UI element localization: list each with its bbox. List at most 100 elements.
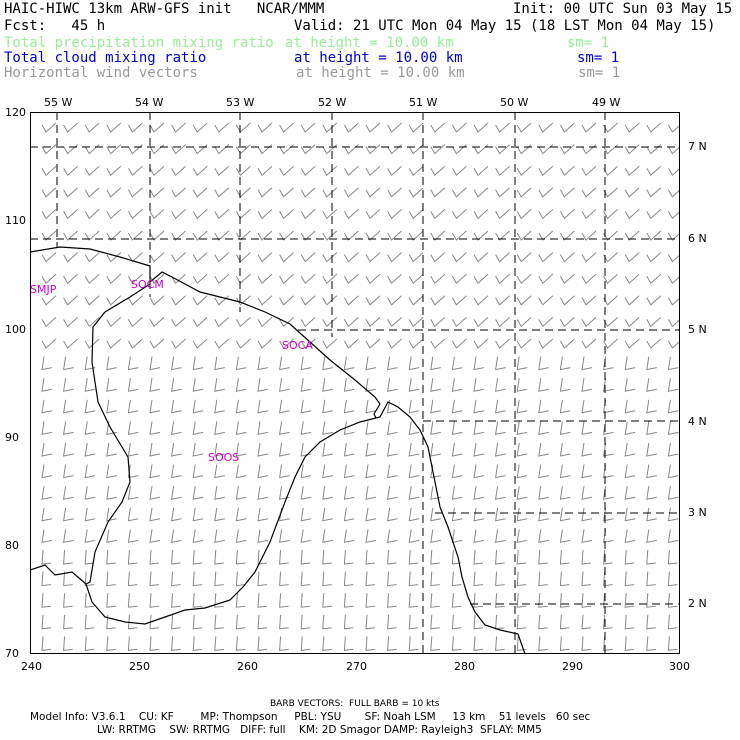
wind-barb — [84, 144, 100, 155]
wind-barb — [127, 317, 143, 328]
wind-barb — [41, 252, 57, 263]
wind-barb — [214, 464, 225, 479]
wind-barb — [451, 122, 467, 133]
wind-barb — [41, 464, 53, 479]
wind-barb — [430, 421, 441, 436]
wind-barb — [192, 614, 203, 630]
wind-barb — [430, 378, 441, 392]
wind-barb — [300, 144, 316, 155]
field-name-wind: Horizontal wind vectors — [4, 65, 198, 81]
wind-barb — [300, 187, 316, 198]
wind-barb — [214, 122, 230, 133]
wind-barb — [430, 614, 440, 630]
wind-barb — [451, 187, 467, 198]
wind-barb — [624, 338, 640, 349]
wind-barb — [343, 209, 359, 220]
wind-barb — [106, 122, 122, 133]
wind-barb — [214, 273, 230, 284]
wind-barb — [84, 464, 96, 479]
wind-barb — [170, 421, 182, 436]
wind-barb — [473, 230, 489, 241]
wind-barb — [192, 399, 204, 414]
wind-barb — [41, 295, 57, 306]
wind-barb — [63, 593, 73, 608]
wind-barb — [235, 549, 246, 565]
wind-barb — [192, 549, 203, 565]
wind-barb — [451, 593, 462, 608]
wind-barb — [408, 507, 420, 522]
wind-barb — [149, 421, 161, 436]
wind-barb — [279, 165, 294, 176]
wind-barb — [62, 421, 74, 436]
wind-barb — [451, 486, 463, 500]
wind-barb — [495, 252, 510, 263]
x-tick-label: 300 — [669, 660, 690, 673]
wind-barb — [63, 252, 78, 263]
wind-barb — [473, 593, 484, 608]
wind-barb — [538, 122, 554, 133]
wind-barb — [170, 356, 182, 371]
wind-barb — [235, 486, 247, 500]
wind-barb — [387, 317, 402, 328]
wind-barb — [106, 252, 122, 263]
wind-barb — [127, 636, 138, 651]
wind-barb — [41, 549, 52, 565]
wind-barb — [646, 378, 657, 392]
wind-barb — [300, 593, 311, 608]
wind-barb — [149, 165, 165, 176]
wind-barb — [279, 122, 294, 133]
wind-barb — [495, 593, 505, 608]
wind-barb — [667, 167, 680, 176]
wind-barb — [473, 122, 489, 133]
lon-label: 53 W — [226, 96, 255, 109]
wind-barb — [451, 571, 462, 587]
wind-barb — [430, 209, 446, 220]
wind-barb — [473, 317, 489, 328]
wind-barb — [386, 464, 398, 479]
wind-barb — [495, 187, 510, 198]
wind-barb — [516, 614, 527, 630]
wind-barb — [322, 507, 333, 522]
wind-barb — [646, 122, 662, 133]
wind-barb — [451, 209, 467, 220]
wind-barb — [322, 209, 338, 220]
wind-barb — [235, 187, 251, 198]
wind-barb — [408, 356, 420, 371]
wind-barb — [365, 464, 377, 479]
lon-label: 49 W — [592, 96, 621, 109]
lon-label: 54 W — [135, 96, 164, 109]
field-name-precip: Total precipitation mixing ratio — [4, 35, 274, 51]
wind-barb — [62, 356, 74, 371]
wind-barb — [192, 317, 208, 328]
wind-barb — [63, 122, 78, 133]
map-plot — [30, 112, 680, 654]
wind-barb — [149, 187, 165, 198]
field-sm-wind: sm= 1 — [578, 65, 621, 81]
wind-barb — [149, 273, 165, 284]
wind-barb — [646, 399, 657, 414]
wind-barb — [235, 614, 246, 630]
wind-barb — [235, 399, 247, 414]
wind-barb — [494, 507, 506, 522]
wind-barb — [322, 317, 338, 328]
wind-barb — [603, 593, 613, 608]
wind-barb — [624, 378, 636, 392]
wind-barb — [278, 378, 290, 392]
wind-barb — [646, 529, 657, 544]
wind-barb — [84, 209, 100, 220]
wind-barb — [538, 273, 554, 284]
wind-barb — [149, 593, 160, 608]
wind-barb — [235, 529, 247, 544]
wind-barb — [495, 317, 510, 328]
wind-barb — [343, 187, 359, 198]
wind-barb — [41, 399, 53, 414]
wind-barb — [214, 187, 230, 198]
station-label-soos: SOOS — [208, 451, 240, 464]
wind-barb — [581, 187, 597, 198]
wind-barb — [343, 356, 355, 371]
wind-barb — [538, 636, 548, 651]
wind-barb — [214, 338, 230, 349]
wind-barb — [581, 317, 597, 328]
wind-barb — [667, 571, 678, 587]
wind-barb — [322, 636, 332, 651]
